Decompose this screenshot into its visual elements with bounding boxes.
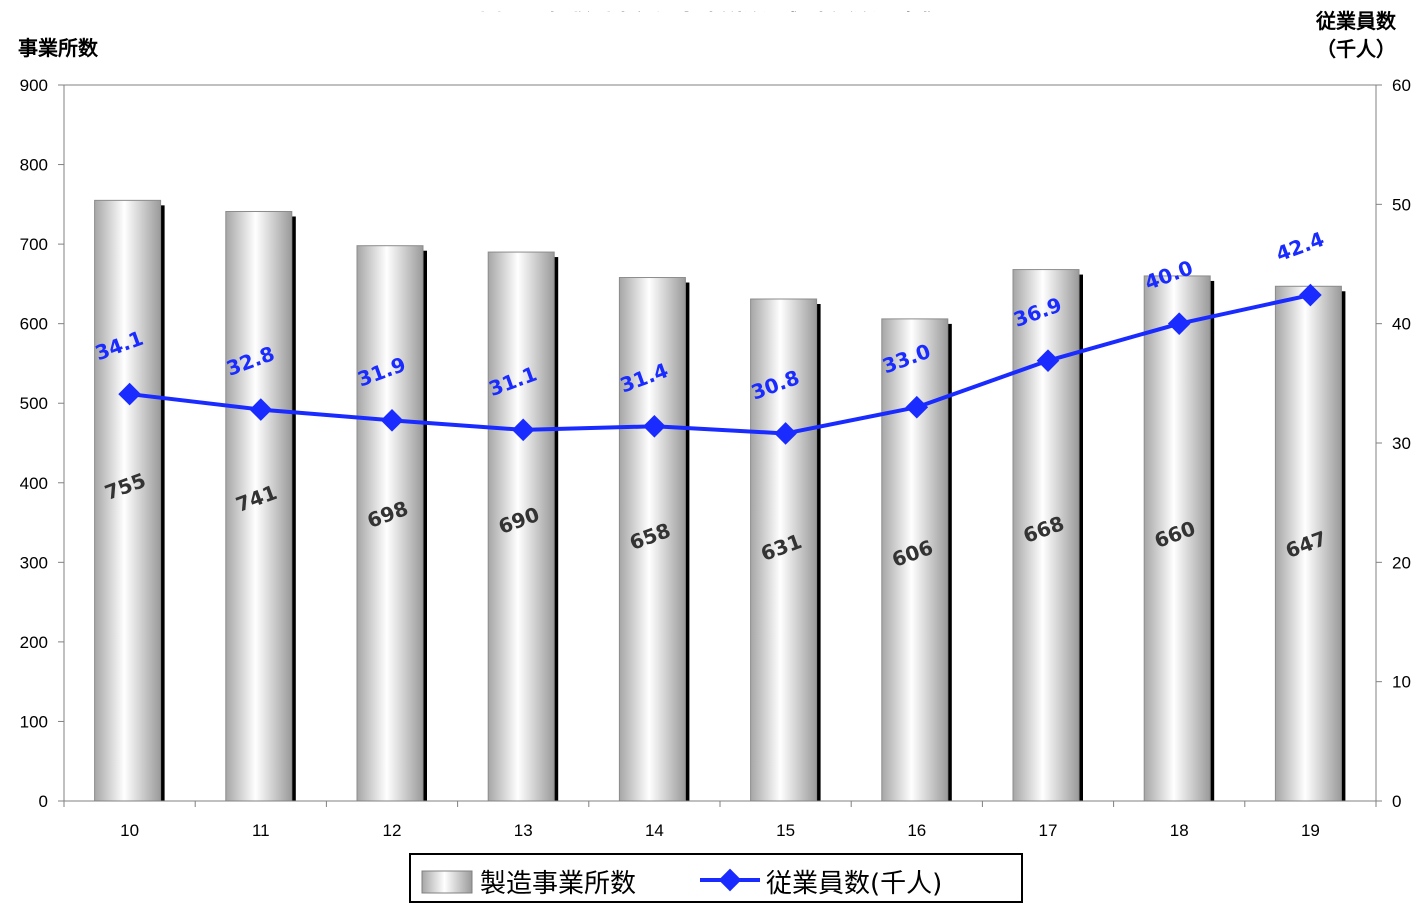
- left-tick-label: 800: [20, 156, 48, 175]
- left-tick-label: 400: [20, 474, 48, 493]
- x-tick-label: 10: [120, 821, 139, 840]
- left-tick-label: 0: [39, 792, 48, 811]
- x-tick-label: 16: [907, 821, 926, 840]
- left-tick-label: 900: [20, 76, 48, 95]
- line-marker: [643, 414, 666, 438]
- right-tick-label: 30: [1392, 434, 1411, 453]
- right-tick-label: 0: [1392, 792, 1401, 811]
- right-y-axis: 0 10 20 30 40 50 60: [1375, 76, 1411, 811]
- x-tick-label: 18: [1170, 821, 1189, 840]
- x-tick-label: 15: [776, 821, 795, 840]
- right-tick-label: 20: [1392, 553, 1411, 572]
- right-tick-label: 40: [1392, 315, 1411, 334]
- chart-title: 図 和歌山県製造事業所数・従業員数の推移: [480, 0, 942, 15]
- bar: [94, 199, 162, 802]
- line-marker: [774, 422, 797, 445]
- line-marker: [1167, 312, 1191, 335]
- right-tick-label: 50: [1392, 195, 1411, 214]
- line-marker: [905, 395, 929, 419]
- right-axis-title-line2: （千人）: [1316, 37, 1396, 61]
- left-tick-label: 700: [20, 235, 48, 254]
- bar: [225, 210, 293, 802]
- left-tick-label: 100: [20, 712, 48, 731]
- line-marker: [1299, 283, 1322, 307]
- line-marker: [380, 409, 404, 432]
- left-tick-label: 300: [20, 553, 48, 572]
- series-line: [129, 293, 1311, 436]
- x-tick-label: 11: [252, 821, 270, 840]
- right-axis-title-line1: 従業員数: [1315, 9, 1397, 33]
- line-marker: [1036, 349, 1060, 372]
- bar: [487, 251, 555, 802]
- right-tick-label: 60: [1392, 76, 1411, 95]
- legend-line-marker: [718, 868, 742, 892]
- x-axis: 10 11 12 13 14 15 16 17 18 19: [63, 800, 1377, 840]
- x-tick-label: 12: [383, 821, 402, 840]
- left-tick-label: 500: [20, 394, 48, 413]
- left-axis-title: 事業所数: [18, 36, 99, 60]
- x-tick-label: 19: [1301, 821, 1320, 840]
- line-marker: [249, 398, 273, 421]
- x-tick-label: 17: [1039, 821, 1058, 840]
- right-tick-label: 10: [1392, 673, 1411, 692]
- left-y-axis: 0 100 200 300 400 500 600 700 800 900: [20, 76, 65, 811]
- bar: [750, 298, 818, 802]
- legend-bar-label: 製造事業所数: [480, 869, 636, 899]
- line-marker: [118, 382, 141, 406]
- legend: 製造事業所数 従業員数(千人): [409, 853, 1023, 903]
- bar: [618, 277, 686, 802]
- line-marker: [511, 418, 535, 442]
- left-tick-label: 600: [20, 315, 48, 334]
- legend-line-label: 従業員数(千人): [766, 869, 942, 899]
- legend-bar-swatch: [421, 870, 473, 894]
- x-tick-label: 14: [645, 821, 664, 840]
- left-tick-label: 200: [20, 633, 48, 652]
- x-tick-label: 13: [514, 821, 533, 840]
- bar: [1274, 285, 1342, 802]
